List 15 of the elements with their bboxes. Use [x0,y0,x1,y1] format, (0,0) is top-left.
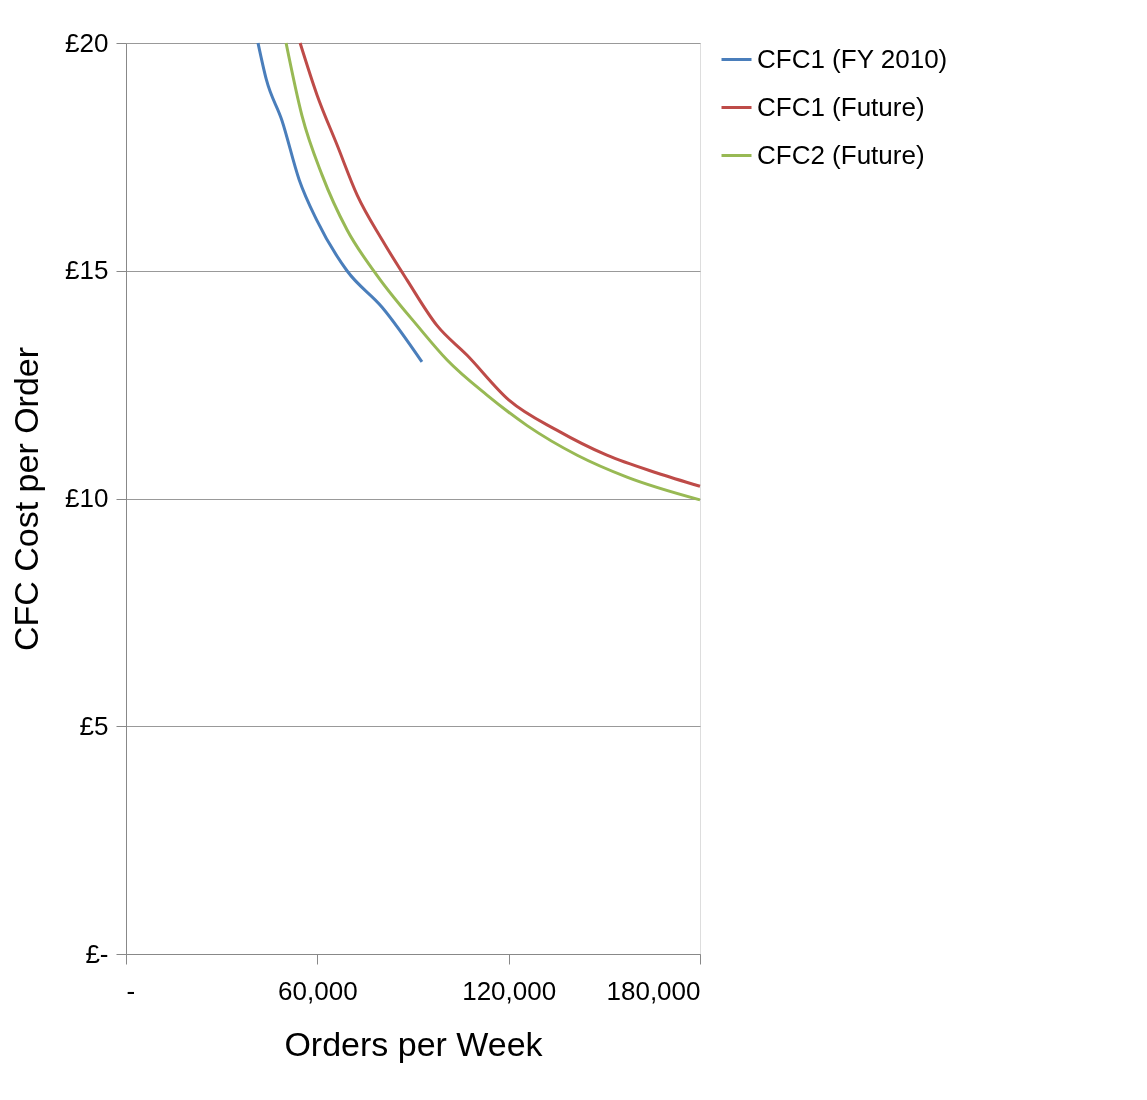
y-axis-title: CFC Cost per Order [7,346,46,652]
y-tick-label: £5 [79,710,109,741]
x-axis-title: Orders per Week [284,1024,544,1063]
x-tick-label: 180,000 [606,975,701,1006]
x-tick-label: - [126,975,136,1006]
x-tick-label: 120,000 [462,975,557,1006]
x-tick-label: 60,000 [278,975,358,1006]
y-tick-label: £20 [65,27,109,58]
line-series [256,41,424,364]
legend-label: CFC2 (Future) [757,139,925,170]
legend-label: CFC1 (Future) [757,91,925,122]
y-tick-label: £15 [65,255,109,286]
y-tick-label: £- [85,938,109,969]
legend-label: CFC1 (FY 2010) [757,43,948,74]
y-tick-label: £10 [65,483,109,513]
